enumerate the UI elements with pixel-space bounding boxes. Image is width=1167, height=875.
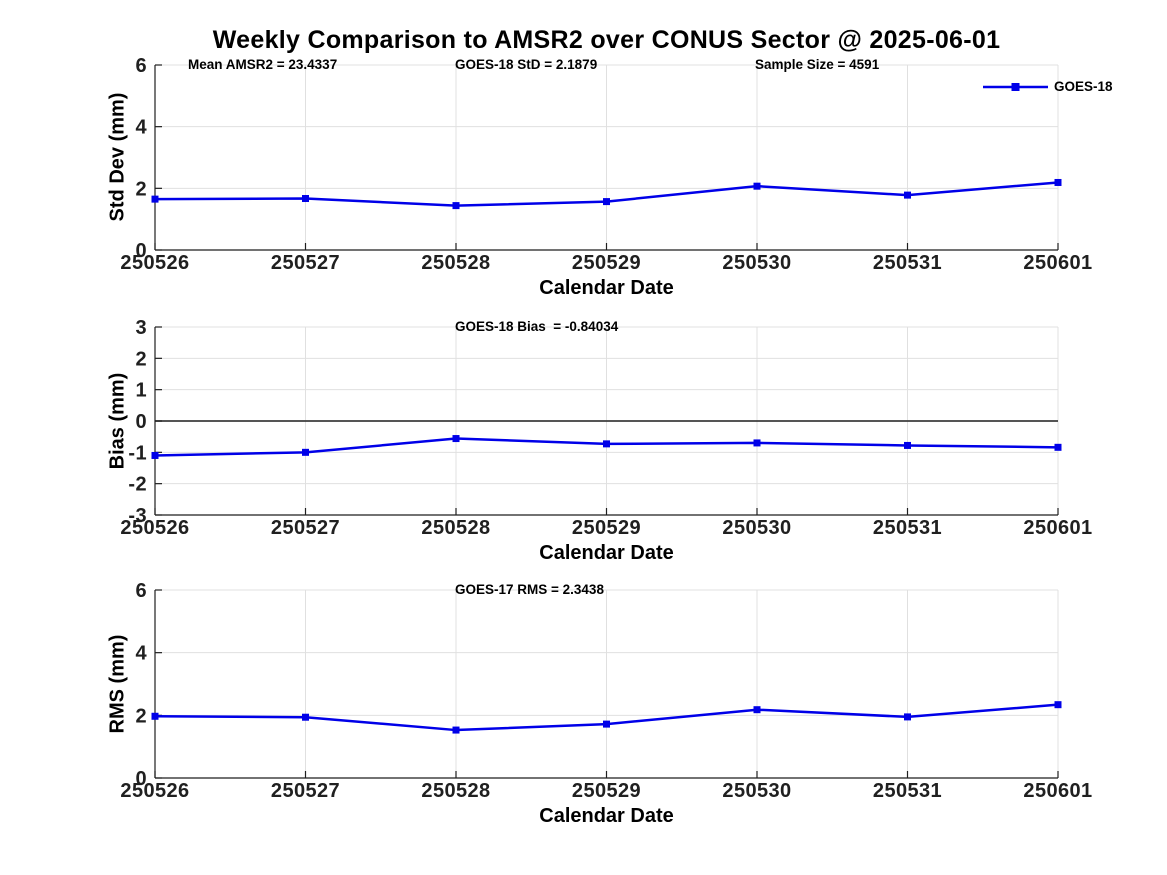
data-point-marker — [452, 202, 460, 210]
goes18-bias-annotation: GOES-18 Bias = -0.84034 — [455, 319, 619, 334]
data-point-marker — [151, 195, 159, 203]
goes18-std-annotation: GOES-18 StD = 2.1879 — [455, 57, 598, 72]
y-tick-label: 6 — [135, 55, 147, 77]
x-tick-label: 250530 — [722, 252, 791, 274]
x-tick-label: 250531 — [873, 252, 942, 274]
figure-title: Weekly Comparison to AMSR2 over CONUS Se… — [212, 26, 1001, 54]
data-point-marker — [302, 713, 309, 721]
data-point-marker — [302, 448, 309, 456]
y-tick-label: 2 — [135, 348, 147, 370]
x-tick-label: 250531 — [873, 780, 942, 802]
bias-y-axis-label: Bias (mm) — [106, 372, 129, 470]
y-tick-label: 4 — [135, 643, 147, 665]
legend-marker — [1011, 83, 1020, 91]
sample-size-annotation: Sample Size = 4591 — [755, 57, 880, 72]
data-point-marker — [1054, 443, 1062, 451]
stddev-x-axis-label: Calendar Date — [539, 277, 674, 299]
data-point-marker — [904, 441, 911, 449]
mean-amsr2-annotation: Mean AMSR2 = 23.4337 — [188, 57, 338, 72]
x-tick-label: 250601 — [1023, 517, 1092, 539]
y-tick-label: 0 — [135, 411, 147, 433]
x-tick-label: 250526 — [120, 780, 189, 802]
bias-x-axis-label: Calendar Date — [539, 542, 674, 564]
data-point-marker — [452, 435, 460, 443]
data-point-marker — [904, 713, 911, 721]
y-tick-label: -1 — [128, 442, 147, 464]
data-point-marker — [904, 191, 911, 199]
x-tick-label: 250529 — [572, 780, 641, 802]
data-point-marker — [1054, 701, 1062, 709]
legend-series-label: GOES-18 — [1054, 79, 1113, 94]
x-tick-label: 250527 — [271, 517, 340, 539]
x-tick-label: 250529 — [572, 252, 641, 274]
y-tick-label: 0 — [135, 240, 147, 262]
data-point-marker — [1054, 178, 1062, 186]
x-tick-label: 250531 — [873, 517, 942, 539]
rms-y-axis-label: RMS (mm) — [106, 634, 129, 734]
x-tick-label: 250529 — [572, 517, 641, 539]
data-point-marker — [603, 720, 610, 728]
data-point-marker — [753, 439, 761, 447]
x-tick-label: 250526 — [120, 252, 189, 274]
x-tick-label: 250601 — [1023, 252, 1092, 274]
x-tick-label: 250526 — [120, 517, 189, 539]
y-tick-label: 1 — [135, 380, 147, 402]
data-point-marker — [753, 182, 761, 190]
y-tick-label: 2 — [135, 178, 147, 200]
y-tick-label: 0 — [135, 768, 147, 790]
data-point-marker — [452, 726, 460, 734]
data-point-marker — [753, 706, 761, 714]
x-tick-label: 250601 — [1023, 780, 1092, 802]
y-tick-label: 2 — [135, 705, 147, 727]
data-point-marker — [151, 451, 159, 459]
stddev-y-axis-label: Std Dev (mm) — [106, 92, 129, 222]
y-tick-label: 6 — [135, 580, 147, 602]
x-tick-label: 250528 — [421, 517, 490, 539]
goes17-rms-annotation: GOES-17 RMS = 2.3438 — [455, 582, 604, 597]
y-tick-label: -3 — [128, 505, 147, 527]
x-tick-label: 250527 — [271, 780, 340, 802]
x-tick-label: 250530 — [722, 517, 791, 539]
y-tick-label: 3 — [135, 317, 147, 339]
x-tick-label: 250528 — [421, 252, 490, 274]
x-tick-label: 250528 — [421, 780, 490, 802]
data-point-marker — [151, 712, 159, 720]
rms-x-axis-label: Calendar Date — [539, 805, 674, 827]
y-tick-label: -2 — [128, 474, 147, 496]
x-tick-label: 250530 — [722, 780, 791, 802]
x-tick-label: 250527 — [271, 252, 340, 274]
data-point-marker — [603, 198, 610, 206]
data-point-marker — [603, 440, 610, 448]
y-tick-label: 4 — [135, 117, 147, 139]
data-point-marker — [302, 195, 309, 203]
